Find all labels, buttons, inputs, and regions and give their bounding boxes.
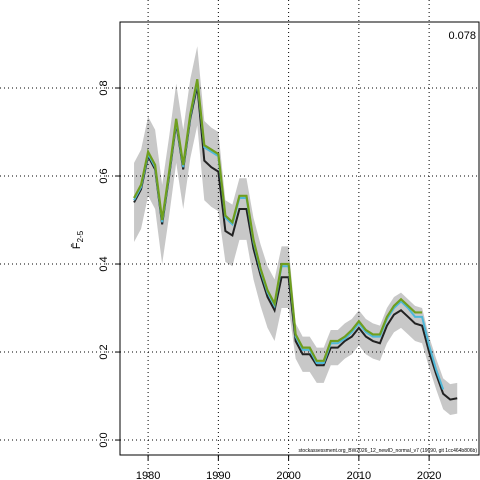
y-axis-label: F̄2-5 bbox=[70, 230, 85, 249]
y-label-main: F̄ bbox=[70, 242, 83, 249]
y-tick-label: 0.2 bbox=[98, 344, 110, 359]
footer: stockassessment.org_BW2026_12_newID_norm… bbox=[299, 448, 478, 454]
x-tick-label: 2000 bbox=[276, 470, 300, 480]
plot-frame bbox=[119, 21, 480, 456]
y-tick-label: 0.0 bbox=[98, 432, 110, 447]
y-tick-label: 0.8 bbox=[98, 80, 110, 95]
y-tick-label: 0.4 bbox=[98, 256, 110, 271]
y-tick-label: 0.6 bbox=[98, 168, 110, 183]
x-tick-label: 2010 bbox=[347, 470, 371, 480]
series-line bbox=[133, 78, 423, 362]
y-label-sub: 2-5 bbox=[76, 230, 85, 242]
confidence-band bbox=[134, 46, 458, 415]
x-tick-label: 1980 bbox=[136, 470, 160, 480]
annotation: 0.078 bbox=[448, 30, 476, 42]
x-tick-label: 2020 bbox=[417, 470, 441, 480]
x-tick-label: 1990 bbox=[206, 470, 230, 480]
